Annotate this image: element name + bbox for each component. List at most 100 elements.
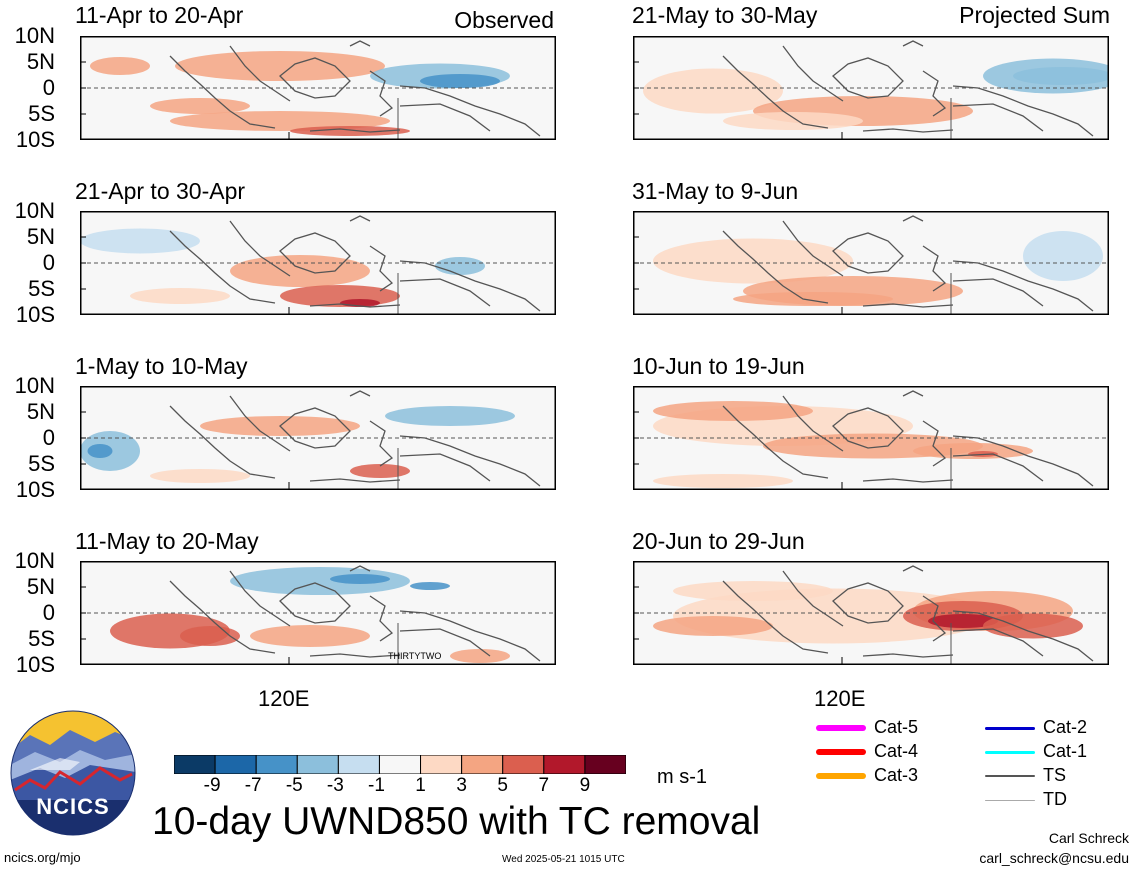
anomaly-contour	[435, 257, 485, 275]
map-panel-3	[80, 386, 556, 490]
anomaly-contour	[653, 401, 813, 421]
panel-tag-projected: Projected Sum	[959, 2, 1110, 28]
panel-title-3: 1-May to 10-May	[75, 353, 248, 379]
logo-text: NCICS	[36, 794, 109, 819]
colorbar-swatch	[173, 754, 216, 775]
colorbar-tick-label: 1	[415, 775, 426, 796]
legend-swatch-cat-1	[985, 750, 1035, 754]
map-panel-1	[80, 36, 556, 140]
anomaly-contour	[350, 464, 410, 478]
y-tick-label: 5S	[28, 451, 55, 476]
anomaly-contour	[290, 126, 410, 136]
y-tick-label: 0	[42, 600, 55, 625]
footer-author: Carl Schreck	[1048, 830, 1129, 846]
ncics-logo: NCICS	[10, 710, 136, 836]
legend-label-cat-4: Cat-4	[874, 741, 919, 761]
colorbar-tick-label: 7	[538, 775, 550, 796]
map-panel-5	[633, 36, 1109, 140]
colorbar-tick-label: 9	[579, 775, 591, 796]
colorbar-tick-label: -9	[203, 775, 221, 796]
coastline	[169, 40, 541, 137]
y-tick-label: 10N	[14, 23, 55, 48]
coastline	[722, 40, 1094, 137]
panel-tag-observed: Observed	[454, 7, 554, 33]
anomaly-contour	[450, 649, 510, 663]
colorbar-tick-label: -7	[244, 775, 262, 796]
anomaly-contour	[385, 406, 515, 426]
coastline	[169, 565, 541, 662]
footer-url[interactable]: ncics.org/mjo	[4, 850, 81, 865]
anomaly-contour	[653, 474, 793, 488]
y-tick-label: 10N	[14, 548, 55, 573]
coastline	[169, 390, 541, 487]
colorbar-swatch	[296, 754, 339, 775]
colorbar-tick-label: 5	[497, 775, 508, 796]
legend-swatch-td	[985, 799, 1035, 801]
anomaly-contour	[928, 614, 998, 628]
colorbar-swatch	[378, 754, 422, 775]
anomaly-contour	[150, 98, 250, 114]
panel-title-7: 10-Jun to 19-Jun	[632, 353, 805, 379]
footer-email[interactable]: carl_schreck@ncsu.edu	[979, 850, 1129, 866]
anomaly-contour	[170, 111, 390, 131]
anomaly-contour	[230, 567, 410, 595]
map-panel-8	[633, 561, 1109, 665]
legend-swatch-cat-5	[816, 725, 866, 731]
legend-label-cat-5: Cat-5	[874, 717, 919, 737]
anomaly-contour	[983, 613, 1083, 639]
anomaly-contour	[130, 288, 230, 304]
anomaly-contour	[230, 255, 370, 287]
anomaly-contour	[653, 238, 853, 284]
legend-label-cat-2: Cat-2	[1043, 717, 1088, 737]
y-tick-label: 10N	[14, 373, 55, 398]
anomaly-contour	[250, 625, 370, 647]
panel-title-1: 11-Apr to 20-Apr	[75, 2, 244, 28]
anomaly-contour	[1023, 231, 1103, 281]
anomaly-contour	[80, 228, 200, 254]
y-tick-label: 0	[42, 75, 55, 100]
coastline	[722, 565, 1094, 662]
anomaly-contour	[723, 112, 863, 130]
y-tick-label: 10S	[15, 127, 55, 152]
panel-title-4: 11-May to 20-May	[75, 528, 259, 554]
anomaly-contour	[90, 57, 150, 75]
y-tick-label: 5S	[28, 101, 55, 126]
anomaly-contour	[653, 616, 773, 636]
colorbar-swatch	[255, 754, 298, 775]
colorbar-swatch	[584, 754, 627, 775]
map-panel-6	[633, 211, 1109, 315]
anomaly-contour	[420, 74, 500, 88]
legend-swatch-cat-3	[816, 773, 866, 779]
y-tick-label: 0	[42, 425, 55, 450]
anomaly-contour	[330, 574, 390, 584]
anomaly-contour	[150, 469, 250, 483]
anomaly-contour	[175, 51, 385, 81]
main-title: 10-day UWND850 with TC removal	[152, 800, 761, 843]
anomaly-contour	[913, 443, 1033, 459]
anomaly-contour	[673, 581, 833, 601]
coastline	[722, 215, 1094, 312]
y-tick-label: 10N	[14, 198, 55, 223]
y-tick-label: 5N	[26, 224, 55, 249]
colorbar-tick-label: -3	[326, 775, 344, 796]
colorbar-swatch	[337, 754, 380, 775]
map-panel-2	[80, 211, 556, 315]
anomaly-contour	[733, 292, 893, 306]
legend-swatch-cat-4	[816, 749, 866, 755]
colorbar-swatch	[420, 754, 463, 775]
map-panel-4: THIRTYTWO	[80, 561, 556, 665]
coastline	[169, 215, 541, 312]
legend-label-cat-3: Cat-3	[874, 765, 919, 785]
y-tick-label: 10S	[15, 302, 55, 327]
y-tick-label: 5S	[28, 276, 55, 301]
y-tick-label: 0	[42, 250, 55, 275]
panel-title-5: 21-May to 30-May	[632, 2, 818, 28]
map-panel-7	[633, 386, 1109, 490]
x-tick-label-left: 120E	[258, 686, 310, 711]
y-tick-label: 5N	[26, 49, 55, 74]
footer-timestamp: Wed 2025-05-21 1015 UTC	[502, 854, 625, 865]
x-tick-label-right: 120E	[814, 686, 866, 711]
y-tick-label: 5S	[28, 626, 55, 651]
y-tick-label: 5N	[26, 399, 55, 424]
colorbar-tick-label: 3	[456, 775, 467, 796]
